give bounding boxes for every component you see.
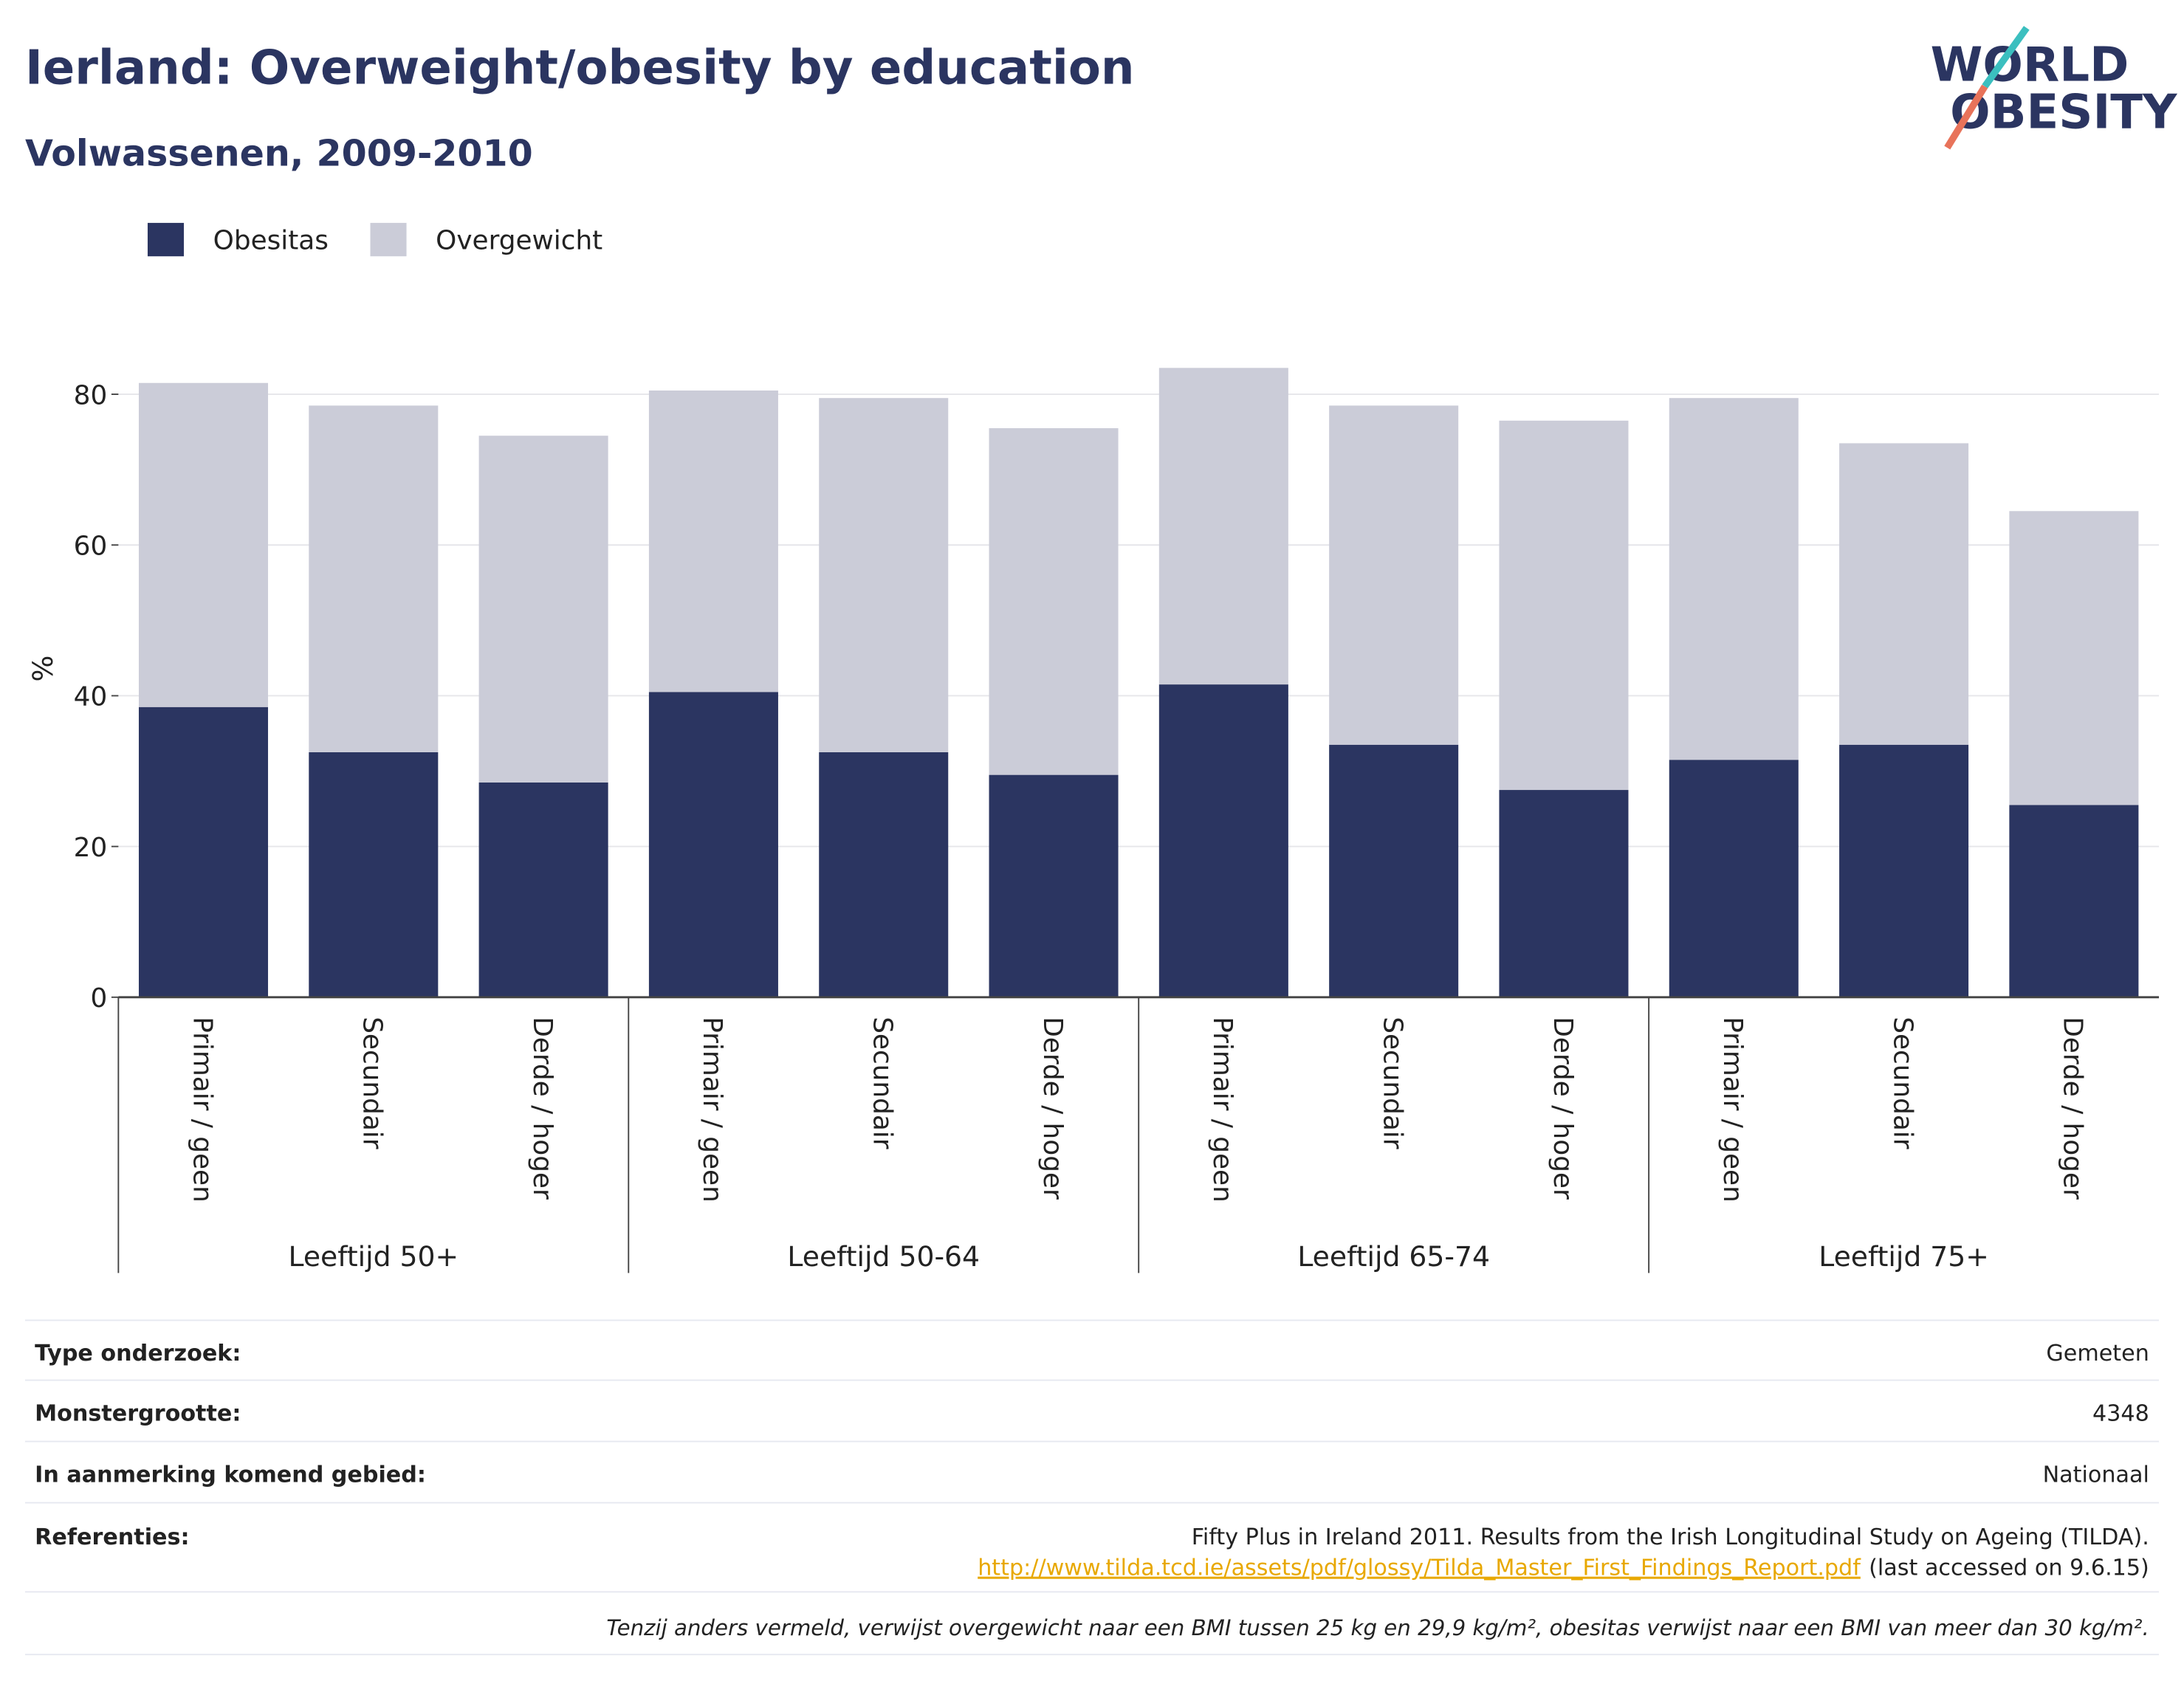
group-label: Leeftijd 50-64	[787, 1240, 980, 1273]
footnote: Tenzij anders vermeld, verwijst overgewi…	[606, 1615, 2149, 1640]
y-tick-label: 80	[74, 380, 108, 410]
legend-label: Overgewicht	[436, 226, 602, 256]
bar-segment	[1839, 443, 1969, 745]
row-label: Type onderzoek:	[35, 1341, 241, 1366]
bar-segment	[138, 382, 269, 707]
logo: WORLD OBESITY	[1931, 26, 2178, 150]
logo-text: WORLD	[1931, 37, 2129, 92]
x-tick-label: Derde / hoger	[2058, 1017, 2088, 1200]
reference-link[interactable]: http://www.tilda.tcd.ie/assets/pdf/gloss…	[978, 1555, 1861, 1581]
chart-subtitle: Volwassenen, 2009-2010	[25, 132, 533, 175]
x-tick-label: Primair / geen	[1717, 1017, 1748, 1203]
logo-slash	[1944, 84, 1988, 150]
bar-segment	[1669, 760, 1799, 997]
bar-segment	[309, 752, 439, 997]
logo-text: OBESITY	[1950, 85, 2178, 140]
bar-segment	[1158, 368, 1288, 685]
x-tick-label: Primair / geen	[187, 1017, 217, 1203]
bar-segment	[1329, 744, 1459, 997]
x-tick-label: Primair / geen	[1207, 1017, 1237, 1203]
row-value: 4348	[2092, 1400, 2149, 1426]
y-tick-label: 20	[74, 833, 108, 863]
x-tick-label: Secundair	[868, 1017, 898, 1149]
x-tick-label: Secundair	[1377, 1017, 1407, 1149]
reference-note: (last accessed on 9.6.15)	[1869, 1555, 2149, 1581]
x-tick-label: Derde / hoger	[1037, 1017, 1068, 1200]
y-axis-label: %	[27, 656, 59, 682]
bar-segment	[1499, 420, 1629, 791]
y-tick-label: 60	[74, 531, 108, 561]
y-tick-label: 0	[90, 983, 107, 1014]
legend-swatch	[370, 222, 407, 257]
row-value: Gemeten	[2046, 1341, 2149, 1366]
bar-segment	[989, 428, 1119, 775]
reference-line: http://www.tilda.tcd.ie/assets/pdf/gloss…	[978, 1555, 2149, 1581]
bar-segment	[1669, 398, 1799, 760]
row-value: Nationaal	[2043, 1462, 2149, 1488]
bar-segment	[989, 774, 1119, 997]
row-label: Monstergrootte:	[35, 1400, 241, 1426]
group-label: Leeftijd 75+	[1819, 1240, 1989, 1273]
bar-segment	[1158, 684, 1288, 997]
bar-segment	[478, 782, 608, 997]
bar-segment	[2009, 511, 2139, 805]
legend-label: Obesitas	[213, 226, 329, 256]
x-tick-label: Derde / hoger	[527, 1017, 557, 1200]
bar-segment	[2009, 805, 2139, 997]
logo-slash	[1982, 26, 2030, 89]
legend-swatch	[147, 222, 185, 257]
row-label: In aanmerking komend gebied:	[35, 1462, 426, 1488]
group-label: Leeftijd 65-74	[1297, 1240, 1490, 1273]
x-tick-label: Secundair	[1887, 1017, 1917, 1149]
bar-segment	[648, 692, 778, 997]
bar-segment	[819, 752, 949, 997]
bar-segment	[138, 706, 269, 997]
chart-title: Ierland: Overweight/obesity by education	[25, 40, 1135, 95]
bar-segment	[478, 436, 608, 783]
row-label: Referenties:	[35, 1524, 189, 1550]
bar-segment	[309, 405, 439, 752]
x-tick-label: Primair / geen	[697, 1017, 727, 1203]
bar-segment	[648, 390, 778, 692]
x-tick-label: Secundair	[357, 1017, 388, 1149]
bar-segment	[1839, 744, 1969, 997]
y-tick-label: 40	[74, 682, 108, 712]
reference-text: Fifty Plus in Ireland 2011. Results from…	[1192, 1524, 2149, 1550]
x-tick-label: Derde / hoger	[1548, 1017, 1578, 1200]
bar-segment	[1329, 405, 1459, 745]
group-label: Leeftijd 50+	[288, 1240, 459, 1273]
bar-segment	[1499, 790, 1629, 997]
bar-segment	[819, 398, 949, 752]
